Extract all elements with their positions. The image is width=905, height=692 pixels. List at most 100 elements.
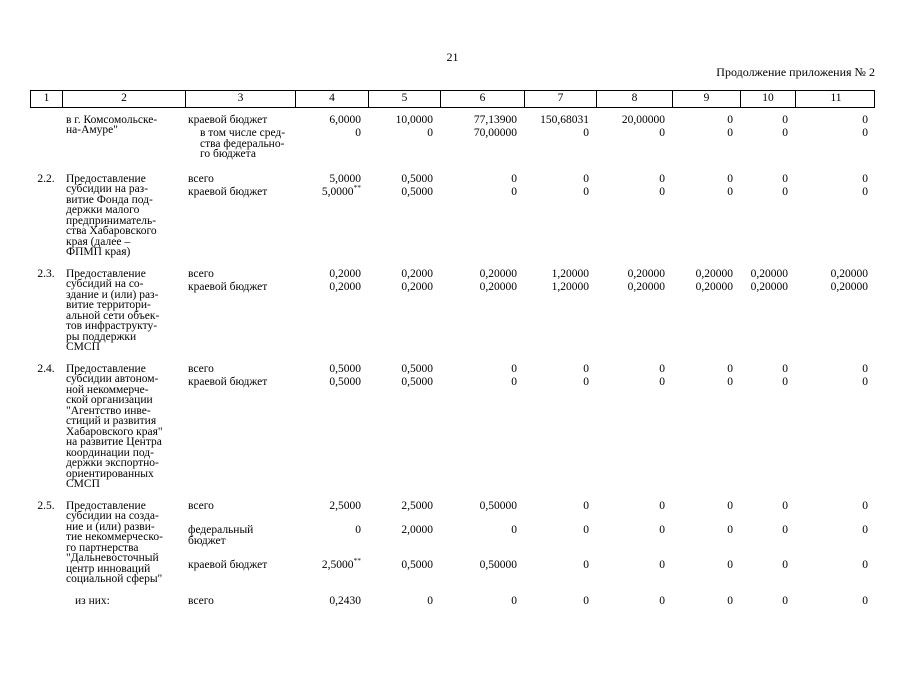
table-row: всего 2,5000 2,5000 0,50000 0 0 0 0 0 bbox=[185, 499, 875, 512]
value-cell: 0 bbox=[727, 376, 733, 388]
row-number: 2.4. bbox=[37, 362, 55, 375]
table-row: федеральный бюджет 0 2,0000 0 0 0 0 0 0 bbox=[185, 524, 875, 546]
table-row: всего 0,5000 0,5000 0 0 0 0 0 0 bbox=[185, 362, 875, 375]
value-cell: 0 bbox=[659, 594, 665, 607]
table-entry: 2.4. Предоставление субсидии автоном- ной… bbox=[30, 362, 875, 490]
entry-values: всего 0,2430 0 0 0 0 0 0 0 bbox=[185, 594, 875, 610]
value-cell: 0 bbox=[727, 524, 733, 536]
value-cell: 0 bbox=[659, 559, 665, 571]
budget-type: всего bbox=[188, 267, 214, 280]
table-entry: из них: всего 0,2430 0 0 0 0 0 0 0 bbox=[30, 594, 875, 610]
table-row: всего 5,0000 0,5000 0 0 0 0 0 0 bbox=[185, 172, 875, 185]
value-cell: 2,0000 bbox=[401, 524, 433, 536]
activity-name: Предоставление субсидии на созда- ние и … bbox=[66, 499, 163, 585]
table-entry: 2.3. Предоставление субсидий на со- здани… bbox=[30, 267, 875, 353]
value-cell: 0 bbox=[511, 362, 517, 375]
value-cell: 0,50000 bbox=[479, 559, 517, 571]
value-cell: 0,5000 bbox=[329, 376, 361, 388]
table-entry: 2.5. Предоставление субсидии на созда- ни… bbox=[30, 499, 875, 585]
value-cell: 2,5000 bbox=[329, 499, 361, 512]
value-cell: 0,20000 bbox=[830, 281, 868, 293]
value-cell: 0,20000 bbox=[479, 267, 517, 280]
budget-type: краевой бюджет bbox=[188, 281, 268, 293]
value-cell: 0 bbox=[659, 499, 665, 512]
value-cell: 0,20000 bbox=[750, 267, 788, 280]
value-cell: 0 bbox=[727, 113, 733, 126]
entry-values: краевой бюджет 6,0000 10,0000 77,13900 150,6… bbox=[185, 113, 875, 163]
value-cell: 0,2000 bbox=[401, 267, 433, 280]
value-cell: 0,5000 bbox=[401, 172, 433, 185]
value-cell: 0,20000 bbox=[695, 281, 733, 293]
value-cell: 0 bbox=[782, 362, 788, 375]
activity-name: Предоставление субсидий на со- здание и … bbox=[66, 267, 160, 353]
table-row: краевой бюджет 5,0000** 0,5000 0 0 0 0 0 0 bbox=[185, 183, 875, 198]
value-cell: 0 bbox=[583, 172, 589, 185]
value-cell: 0 bbox=[427, 594, 433, 607]
value-cell: 0,2000 bbox=[401, 281, 433, 293]
budget-type: всего bbox=[188, 172, 214, 185]
budget-type: всего bbox=[188, 594, 214, 607]
value-cell: 0,20000 bbox=[750, 281, 788, 293]
value-cell: 0 bbox=[862, 524, 868, 536]
column-number: 4 bbox=[296, 91, 369, 107]
entry-values: всего 2,5000 2,5000 0,50000 0 0 0 0 0 федеральный… bbox=[185, 499, 875, 574]
page-number: 21 bbox=[446, 50, 459, 64]
value-cell: 0,5000 bbox=[329, 362, 361, 375]
value-cell: 0 bbox=[583, 186, 589, 198]
value-cell: 0 bbox=[782, 559, 788, 571]
column-number: 3 bbox=[186, 91, 296, 107]
value-cell: 0 bbox=[862, 376, 868, 388]
column-number: 5 bbox=[369, 91, 441, 107]
value-cell: 0 bbox=[862, 127, 868, 139]
table-body: в г. Комсомольске- на-Амуре" краевой бюдж… bbox=[30, 113, 875, 610]
value-cell: 0 bbox=[511, 594, 517, 607]
value-cell: 0 bbox=[862, 113, 868, 126]
value-cell: 0 bbox=[583, 362, 589, 375]
value-cell: 0 bbox=[727, 127, 733, 139]
value-cell: 0 bbox=[583, 559, 589, 571]
value-cell: 5,0000 bbox=[329, 172, 361, 185]
value-cell: 0 bbox=[782, 127, 788, 139]
table-row: в том числе сред- ства федерально- го бю… bbox=[185, 127, 875, 160]
value-cell: 0 bbox=[782, 594, 788, 607]
value-cell: 0 bbox=[782, 186, 788, 198]
value-cell: 0 bbox=[511, 186, 517, 198]
value-cell: 150,68031 bbox=[540, 113, 589, 126]
budget-type: в том числе сред- ства федерально- го бю… bbox=[200, 127, 286, 160]
budget-type: краевой бюджет bbox=[188, 113, 268, 126]
value-cell: 20,00000 bbox=[621, 113, 665, 126]
value-cell: 0 bbox=[583, 524, 589, 536]
value-cell: 0 bbox=[511, 172, 517, 185]
value-cell: 0 bbox=[659, 127, 665, 139]
table-entry: в г. Комсомольске- на-Амуре" краевой бюдж… bbox=[30, 113, 875, 163]
column-number: 9 bbox=[673, 91, 741, 107]
value-cell: 0 bbox=[862, 499, 868, 512]
activity-name: Предоставление субсидии автоном- ной нек… bbox=[66, 362, 163, 490]
value-cell: 0 bbox=[659, 172, 665, 185]
value-cell: 0,2430 bbox=[329, 594, 361, 607]
column-number: 7 bbox=[525, 91, 597, 107]
value-cell: 0,5000 bbox=[401, 376, 433, 388]
value-cell: 0 bbox=[862, 186, 868, 198]
value-cell: 0 bbox=[727, 186, 733, 198]
value-cell: 0 bbox=[659, 362, 665, 375]
activity-name: Предоставление субсидии на раз- витие Фо… bbox=[66, 172, 157, 258]
table-header-row: 1 2 3 4 5 6 7 8 9 10 11 bbox=[30, 90, 875, 108]
value-cell: 0 bbox=[583, 594, 589, 607]
value-cell: 0 bbox=[727, 172, 733, 185]
value-cell: 0 bbox=[659, 376, 665, 388]
value-cell: 0 bbox=[659, 186, 665, 198]
value-cell: 0 bbox=[427, 127, 433, 139]
budget-table: 1 2 3 4 5 6 7 8 9 10 11 в г. Комсомольске- на-Амур… bbox=[30, 90, 875, 609]
value-cell: 2,5000** bbox=[321, 556, 361, 571]
budget-type: краевой бюджет bbox=[188, 376, 268, 388]
value-cell: 0 bbox=[511, 524, 517, 536]
value-cell: 0 bbox=[862, 594, 868, 607]
value-cell: 5,0000** bbox=[321, 183, 361, 198]
row-number: 2.3. bbox=[37, 267, 55, 280]
value-cell: 0 bbox=[583, 376, 589, 388]
value-cell: 0 bbox=[727, 559, 733, 571]
value-cell: 0 bbox=[782, 524, 788, 536]
value-cell: 77,13900 bbox=[473, 113, 517, 126]
